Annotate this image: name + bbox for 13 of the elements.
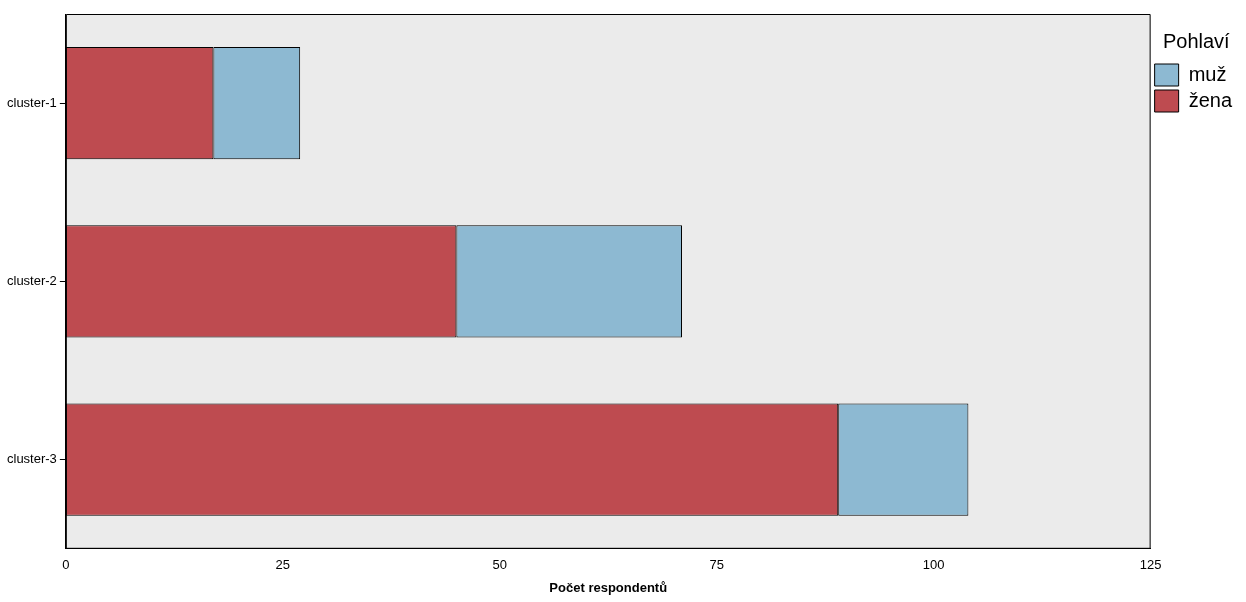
y-tick-label: cluster-2 [6, 272, 57, 288]
y-tick-label: cluster-1 [6, 94, 57, 110]
x-tick-label: 125 [1139, 557, 1162, 573]
legend-title: Pohlaví [1162, 29, 1231, 52]
x-tick-label: 0 [62, 557, 70, 573]
y-tick-label: cluster-3 [6, 451, 57, 467]
legend-label: žena [1188, 88, 1233, 111]
legend-label: muž [1188, 62, 1227, 85]
x-tick-label: 25 [275, 557, 291, 573]
x-axis-title: Počet respondentů [549, 579, 668, 595]
x-tick-label: 75 [709, 557, 724, 573]
x-tick-label: 50 [492, 557, 507, 573]
x-tick-label: 100 [922, 557, 945, 573]
